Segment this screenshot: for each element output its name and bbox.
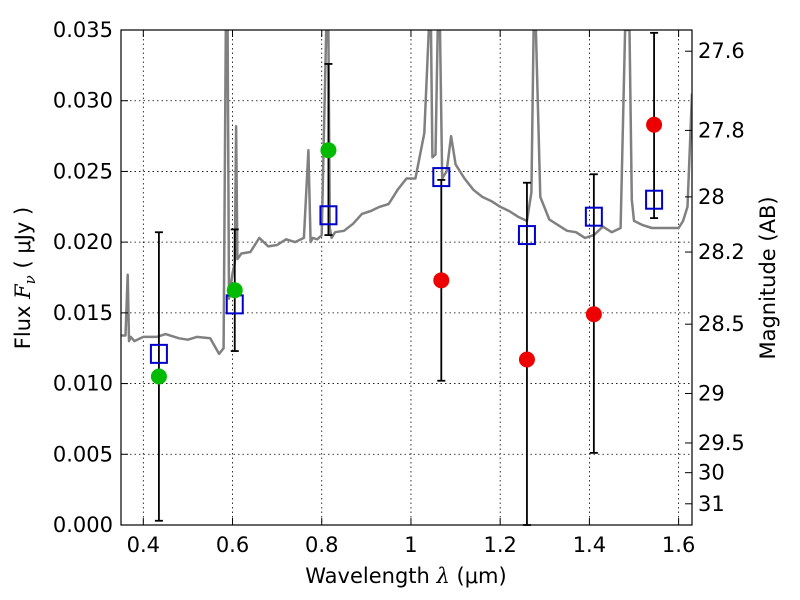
y-tick-label: 0.015	[53, 301, 113, 325]
magnitude-tick-label: 29.5	[698, 431, 745, 455]
detection-point	[320, 142, 337, 159]
y-tick-label: 0.035	[53, 18, 113, 42]
grid	[121, 29, 692, 526]
red-flux-point	[433, 272, 450, 289]
x-tick-label: 1.2	[483, 533, 516, 557]
detection-point	[150, 368, 167, 385]
model-flux-square	[432, 167, 451, 188]
x-tick-label: 0.6	[216, 533, 249, 557]
magnitude-tick-label: 28.5	[698, 312, 745, 336]
y-tick-label: 0.005	[53, 442, 113, 466]
y-tick-label: 0.020	[53, 230, 113, 254]
model-flux-square	[645, 189, 664, 210]
magnitude-tick-label: 30	[698, 461, 725, 485]
model-spectrum-line	[121, 30, 692, 356]
magnitude-tick-label: 31	[698, 492, 725, 516]
y-axis-label: Flux Fν ( μJy )	[11, 207, 39, 349]
y-tick-label: 0.000	[53, 513, 113, 537]
y-tick-label: 0.025	[53, 159, 113, 183]
x-tick-label: 1.6	[662, 533, 695, 557]
right-axis-label: Magnitude (AB)	[756, 196, 780, 359]
model-flux-square	[517, 225, 536, 246]
magnitude-tick-label: 28.2	[698, 240, 745, 264]
detection-point	[226, 282, 243, 299]
x-tick-label: 0.4	[127, 533, 160, 557]
model-flux-square	[149, 343, 168, 364]
axis-ticks: 0.4 0.6 0.8 1 1.2 1.4 1.6 0.000 0.005 0.010 0.015 0…	[53, 18, 745, 557]
spectrum	[121, 30, 692, 356]
y-tick-label: 0.030	[53, 89, 113, 113]
data-markers	[149, 116, 664, 385]
error-bars	[154, 31, 659, 526]
magnitude-tick-label: 27.6	[698, 39, 745, 63]
x-tick-label: 0.8	[305, 533, 338, 557]
x-tick-label: 1	[404, 533, 417, 557]
red-flux-point	[646, 116, 663, 133]
red-flux-point	[518, 351, 535, 368]
magnitude-tick-label: 28	[698, 185, 725, 209]
x-tick-label: 1.4	[573, 533, 606, 557]
x-axis-label: Wavelength λ (μm)	[305, 564, 506, 588]
plot-frame	[120, 29, 693, 526]
model-flux-square	[584, 206, 603, 227]
red-flux-point	[585, 306, 602, 323]
y-tick-label: 0.010	[53, 372, 113, 396]
magnitude-tick-label: 27.8	[698, 118, 745, 142]
model-flux-square	[319, 205, 338, 226]
magnitude-tick-label: 29	[698, 381, 725, 405]
